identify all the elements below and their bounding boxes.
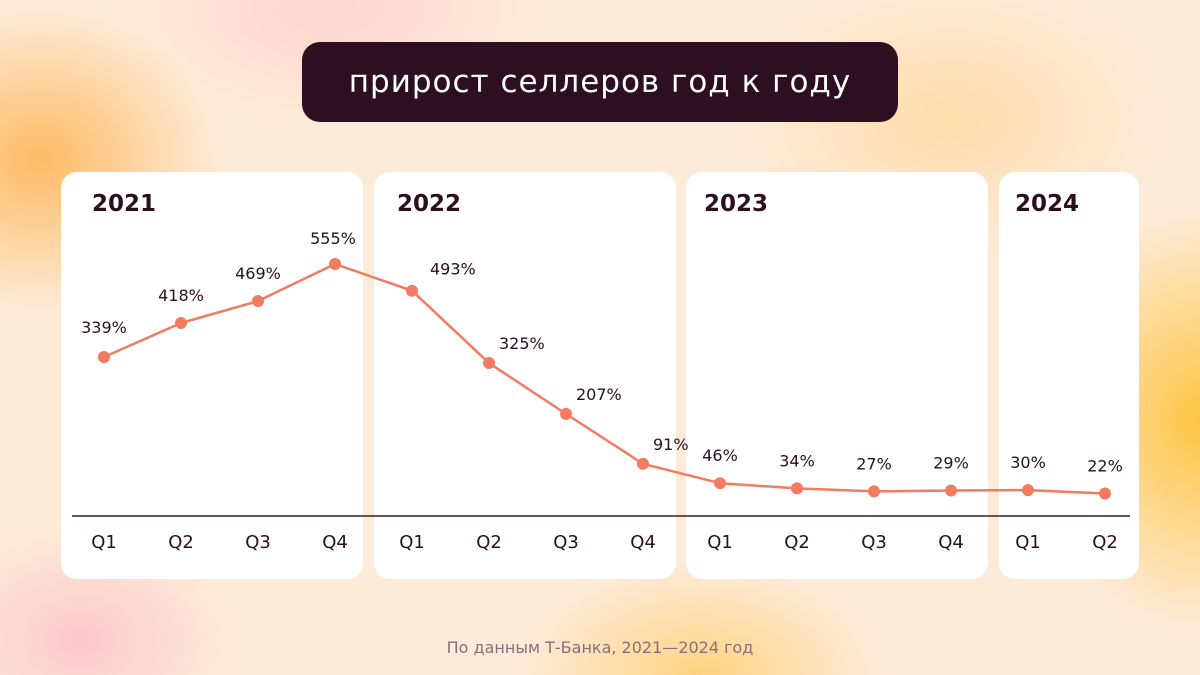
data-label: 22%	[1087, 457, 1123, 476]
data-label: 469%	[235, 264, 281, 283]
data-point	[945, 484, 957, 497]
x-tick-label: Q4	[630, 532, 656, 553]
data-point	[329, 258, 341, 270]
data-label: 325%	[499, 334, 545, 353]
x-tick-label: Q1	[707, 532, 733, 553]
data-label: 207%	[576, 385, 622, 404]
year-panel-2021	[61, 172, 363, 579]
data-point	[1022, 484, 1034, 497]
data-label: 91%	[653, 435, 689, 454]
data-label: 555%	[310, 229, 356, 248]
data-point	[560, 407, 572, 420]
data-label: 46%	[702, 446, 738, 465]
chart-title: прирост селлеров год к году	[302, 42, 898, 122]
data-label: 27%	[856, 454, 892, 473]
data-label: 30%	[1010, 453, 1046, 472]
x-tick-label: Q4	[938, 532, 964, 553]
year-panel-2023	[686, 172, 988, 579]
year-label-2021: 2021	[92, 191, 157, 217]
year-label-2022: 2022	[397, 191, 462, 217]
data-point	[868, 485, 880, 498]
data-point	[252, 295, 264, 308]
x-tick-label: Q4	[322, 532, 348, 553]
data-point	[714, 477, 726, 490]
x-tick-label: Q3	[245, 532, 271, 553]
data-point	[791, 482, 803, 495]
data-label: 493%	[430, 260, 476, 279]
x-tick-label: Q3	[861, 532, 887, 553]
data-point	[483, 357, 495, 370]
source-note: По данным Т-Банка, 2021—2024 год	[446, 638, 754, 657]
x-tick-label: Q1	[399, 532, 425, 553]
year-panel-2024	[999, 172, 1139, 579]
year-panel-2022	[374, 172, 676, 579]
data-label: 339%	[81, 318, 127, 337]
data-label: 29%	[933, 454, 969, 473]
x-tick-label: Q2	[784, 532, 810, 553]
year-label-2023: 2023	[704, 191, 769, 217]
data-label: 418%	[158, 286, 204, 305]
series-line	[103, 262, 1106, 495]
x-tick-label: Q3	[553, 532, 579, 553]
data-point	[175, 316, 187, 329]
x-tick-label: Q1	[91, 532, 117, 553]
x-tick-label: Q2	[168, 532, 194, 553]
data-point	[1099, 487, 1111, 500]
year-label-2024: 2024	[1015, 191, 1080, 217]
x-tick-label: Q1	[1015, 532, 1041, 553]
data-point	[98, 351, 110, 364]
x-tick-label: Q2	[476, 532, 502, 553]
x-tick-label: Q2	[1092, 532, 1118, 553]
data-point	[406, 284, 418, 297]
data-point	[637, 457, 649, 470]
data-label: 34%	[779, 451, 815, 470]
